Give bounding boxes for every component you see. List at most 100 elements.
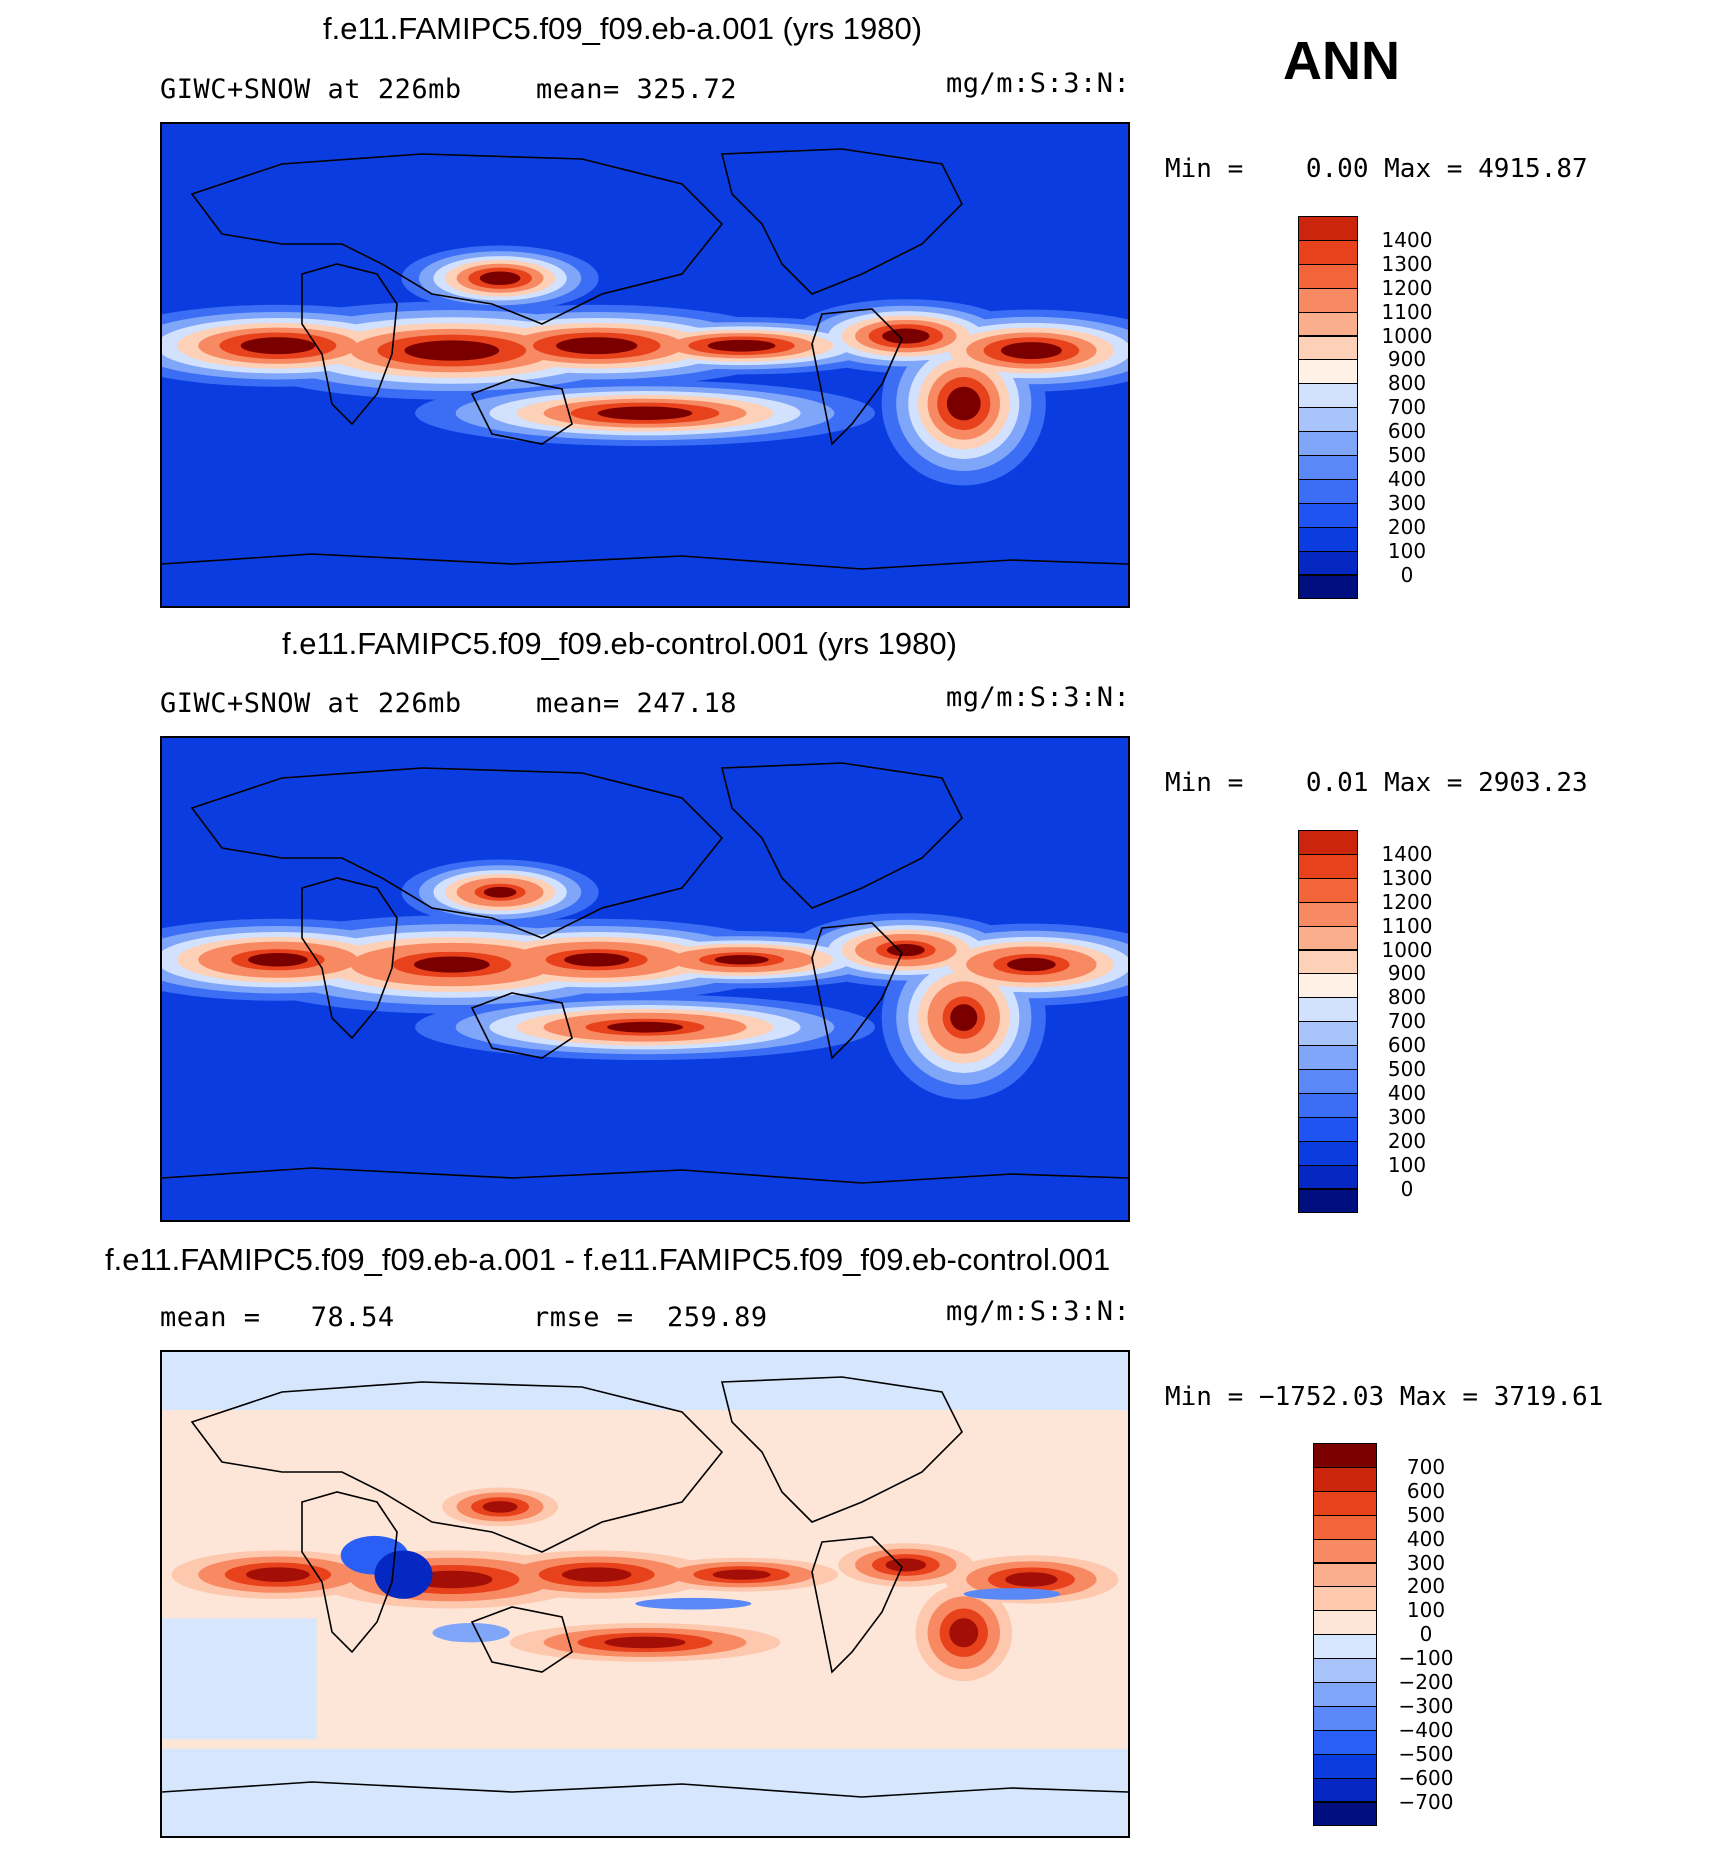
colorbar-tick-label: 1200 [1381, 275, 1433, 300]
colorbar-tick-label: 500 [1406, 1502, 1446, 1527]
panel-1-minmax: Min = 0.00 Max = 4915.87 [1165, 154, 1588, 184]
colorbar-swatch [1298, 853, 1358, 879]
colorbar-swatch [1313, 1443, 1377, 1468]
coastline [162, 1781, 1128, 1798]
colorbar-tick-label: 100 [1387, 538, 1427, 563]
panel-2-variable: GIWC+SNOW at 226mb [160, 688, 462, 719]
colorbar-tick-label: 400 [1387, 1080, 1427, 1105]
panel-2-map [160, 736, 1130, 1222]
map-field [404, 340, 500, 361]
coastline [162, 553, 1128, 570]
map-field [374, 1550, 433, 1599]
colorbar-tick-label: 300 [1406, 1550, 1446, 1575]
coastline [190, 153, 724, 325]
colorbar-tick-label: 200 [1406, 1574, 1446, 1599]
season-label: ANN [1283, 31, 1400, 91]
map-field [712, 1569, 771, 1580]
colorbar-swatch [1313, 1753, 1377, 1779]
panel-3-units: mg/m:S:3:N: [946, 1296, 1131, 1327]
colorbar-swatch [1313, 1610, 1377, 1636]
colorbar-swatch [1298, 1188, 1358, 1214]
panel-1-mean: mean= 325.72 [536, 74, 738, 105]
map-field [707, 339, 776, 352]
panel-1-units: mg/m:S:3:N: [946, 68, 1131, 99]
colorbar-tick-label: 800 [1387, 371, 1427, 396]
map-field [946, 386, 981, 421]
colorbar-swatch [1298, 455, 1358, 480]
colorbar-tick-label: −300 [1398, 1693, 1454, 1718]
map-field [604, 1636, 686, 1649]
panel-1-title: f.e11.FAMIPC5.f09_f09.eb-a.001 (yrs 1980… [323, 11, 923, 46]
colorbar-swatch [1298, 502, 1358, 528]
colorbar-tick-label: 300 [1387, 1104, 1427, 1129]
panel-3-minmax: Min = −1752.03 Max = 3719.61 [1165, 1382, 1604, 1412]
panel-3-map [160, 1350, 1130, 1838]
map-field [1000, 342, 1062, 359]
colorbar-swatch [1298, 263, 1358, 289]
colorbar-tick-label: 0 [1400, 1176, 1414, 1201]
colorbar-swatch [1298, 1045, 1358, 1070]
colorbar-tick-label: 600 [1387, 1033, 1427, 1058]
colorbar-swatch [1298, 478, 1358, 504]
colorbar-swatch [1298, 877, 1358, 903]
map-field [950, 1004, 978, 1032]
coastline [720, 148, 963, 295]
coastline [811, 1536, 903, 1674]
colorbar-tick-label: −700 [1398, 1789, 1454, 1814]
colorbar-swatch [1313, 1634, 1377, 1660]
map-field [607, 1021, 683, 1033]
colorbar-tick-label: 1100 [1381, 913, 1433, 938]
colorbar-tick-label: −100 [1398, 1646, 1454, 1671]
map-field [162, 1352, 1128, 1411]
colorbar-swatch [1298, 526, 1358, 552]
map-field [556, 337, 638, 355]
colorbar-tick-label: 1000 [1381, 937, 1433, 962]
panel-1-variable: GIWC+SNOW at 226mb [160, 74, 462, 105]
colorbar-swatch [1298, 239, 1358, 265]
map-field [882, 328, 930, 344]
coastline [190, 767, 724, 939]
panel-1-map-canvas [162, 124, 1128, 606]
panel-2-minmax: Min = 0.01 Max = 2903.23 [1165, 768, 1588, 798]
colorbar-swatch [1298, 901, 1358, 927]
colorbar-tick-label: 100 [1406, 1598, 1446, 1623]
colorbar-tick-label: 500 [1387, 443, 1427, 467]
colorbar-swatch [1313, 1562, 1377, 1588]
colorbar-tick-label: 0 [1419, 1622, 1433, 1647]
coastline [470, 1606, 573, 1673]
colorbar-tick-label: 600 [1406, 1478, 1446, 1503]
colorbar-swatch [1313, 1777, 1377, 1803]
map-field [1007, 957, 1056, 972]
colorbar-tick-label: 400 [1387, 466, 1427, 491]
panel-2-title: f.e11.FAMIPC5.f09_f09.eb-control.001 (yr… [282, 626, 957, 661]
colorbar-tick-label: 300 [1387, 490, 1427, 515]
panel-2-mean: mean= 247.18 [536, 688, 738, 719]
map-field [162, 1748, 1128, 1836]
colorbar-tick-label: 600 [1387, 419, 1427, 444]
colorbar-tick-label: −600 [1398, 1765, 1454, 1790]
map-field [564, 952, 630, 967]
colorbar-swatch [1298, 311, 1358, 337]
colorbar-tick-label: 1000 [1381, 323, 1433, 348]
colorbar-swatch [1298, 1069, 1358, 1094]
colorbar-tick-label: 1100 [1381, 299, 1433, 324]
coastline [301, 877, 398, 1040]
colorbar-swatch [1298, 431, 1358, 456]
colorbar-tick-label: 400 [1406, 1526, 1446, 1551]
colorbar-swatch [1313, 1538, 1377, 1564]
panel-2-units: mg/m:S:3:N: [946, 682, 1131, 713]
map-field [714, 954, 769, 965]
colorbar-tick-label: −400 [1398, 1717, 1454, 1742]
panel-3-title: f.e11.FAMIPC5.f09_f09.eb-a.001 - f.e11.F… [105, 1242, 1111, 1277]
colorbar-tick-label: 700 [1387, 1009, 1427, 1034]
colorbar-tick-label: 1200 [1381, 889, 1433, 914]
colorbar-swatch [1298, 1021, 1358, 1047]
colorbar-swatch [1313, 1466, 1377, 1492]
panel-2-map-canvas [162, 738, 1128, 1220]
panel-1-map [160, 122, 1130, 608]
colorbar-swatch [1313, 1705, 1377, 1731]
map-field [482, 1501, 518, 1513]
colorbar-swatch [1313, 1514, 1377, 1540]
map-field [963, 1588, 1061, 1600]
colorbar-swatch [1298, 949, 1358, 975]
